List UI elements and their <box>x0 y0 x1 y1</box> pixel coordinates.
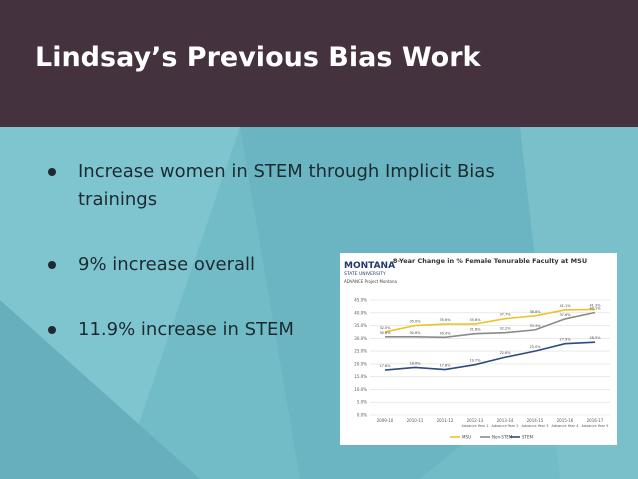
series-line <box>384 308 596 333</box>
chart-image: MONTANA STATE UNIVERSITY ADVANCE Project… <box>340 253 617 445</box>
data-label: 37.6% <box>559 313 571 317</box>
series-line <box>384 341 596 371</box>
x-tick-note: Advance Year 3 <box>522 424 549 428</box>
data-label: 41.1% <box>559 304 571 308</box>
data-label: 17.6% <box>379 364 391 368</box>
bullet-list: Increase women in STEM through Implicit … <box>45 158 515 381</box>
y-tick-label: 30.0% <box>354 336 367 341</box>
legend-label: STEM <box>522 435 534 440</box>
x-tick-note: Advance Year 2 <box>492 424 519 428</box>
x-tick-label: 2010-11 <box>407 418 424 423</box>
x-tick-label: 2016-17 <box>587 418 604 423</box>
data-label: 35.6% <box>439 318 451 322</box>
data-label: 28.5% <box>589 336 601 340</box>
legend-label: MSU <box>462 435 471 440</box>
data-label: 31.8% <box>469 328 481 332</box>
data-label: 22.6% <box>499 351 511 355</box>
data-label: 18.6% <box>409 361 421 365</box>
x-tick-label: 2015-16 <box>557 418 574 423</box>
x-tick-note: Advance Year 1 <box>462 424 489 428</box>
logo-sub: STATE UNIVERSITY <box>344 271 386 277</box>
bullet: 11.9% increase in STEM <box>45 316 515 344</box>
data-label: 27.9% <box>559 338 571 342</box>
data-label: 32.5% <box>379 326 391 330</box>
x-tick-label: 2014-15 <box>527 418 544 423</box>
y-tick-label: 15.0% <box>354 374 367 379</box>
x-tick-label: 2011-12 <box>437 418 454 423</box>
data-label: 30.4% <box>439 331 451 335</box>
x-tick-label: 2012-13 <box>467 418 484 423</box>
data-label: 37.7% <box>499 313 511 317</box>
chart-title: 8-Year Change in % Female Tenurable Facu… <box>393 257 587 265</box>
data-label: 38.8% <box>529 310 541 314</box>
y-tick-label: 20.0% <box>354 361 367 366</box>
y-tick-label: 10.0% <box>354 387 367 392</box>
data-label: 17.8% <box>439 364 451 368</box>
y-tick-label: 5.0% <box>357 400 367 405</box>
data-label: 40.1% <box>589 307 601 311</box>
x-tick-label: 2009-10 <box>377 418 394 423</box>
image-frame <box>340 253 617 445</box>
bullet: Increase women in STEM through Implicit … <box>45 158 515 214</box>
data-label: 25.0% <box>529 345 541 349</box>
data-label: 33.3% <box>529 324 541 328</box>
y-tick-label: 45.0% <box>354 298 367 303</box>
logo-tag: ADVANCE Project Montana <box>344 279 397 284</box>
series-line <box>385 311 596 339</box>
data-label: 35.0% <box>409 320 421 324</box>
data-label: 19.7% <box>469 359 481 363</box>
x-tick-note: Advance Year 5 <box>582 424 609 428</box>
y-tick-label: 0.0% <box>357 413 367 418</box>
data-label: 30.6% <box>409 331 421 335</box>
header: Lindsay’s Previous Bias Work <box>0 0 638 127</box>
y-tick-label: 25.0% <box>354 349 367 354</box>
data-label: 41.3% <box>589 303 601 307</box>
slide-title: Lindsay’s Previous Bias Work <box>35 42 481 73</box>
legend-label: Non-STEM <box>492 435 513 440</box>
data-label: 30.6% <box>379 331 391 335</box>
x-tick-label: 2013-14 <box>497 418 514 423</box>
bullet: 9% increase overall <box>45 251 515 279</box>
data-label: 32.2% <box>499 327 511 331</box>
data-label: 35.6% <box>469 318 481 322</box>
y-tick-label: 35.0% <box>354 323 367 328</box>
x-tick-note: Advance Year 4 <box>552 424 580 428</box>
y-tick-label: 40.0% <box>354 310 367 315</box>
logo: MONTANA <box>344 261 395 271</box>
